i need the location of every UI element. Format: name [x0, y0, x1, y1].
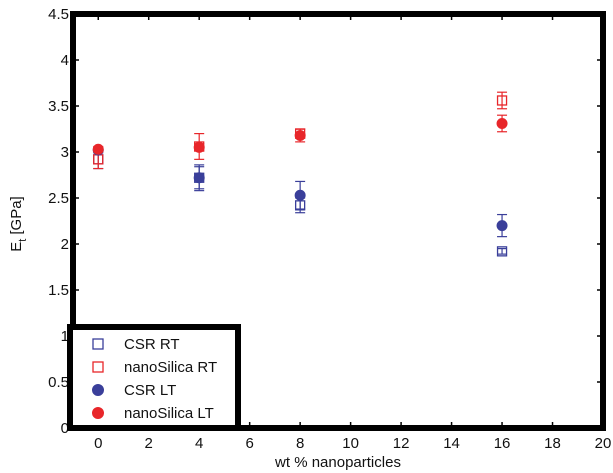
- data-point: [496, 117, 508, 129]
- legend-marker: [92, 338, 104, 350]
- y-tick-label: 4.5: [48, 6, 69, 23]
- x-tick-label: 10: [342, 435, 359, 452]
- y-axis-label-main: E: [8, 242, 25, 252]
- y-tick-label: 0.5: [48, 374, 69, 391]
- x-tick-label: 6: [245, 435, 253, 452]
- y-axis-label-unit: [GPa]: [8, 196, 25, 234]
- data-point: [496, 220, 508, 232]
- y-tick-label: 2.5: [48, 190, 69, 207]
- x-tick-label: 8: [296, 435, 304, 452]
- y-tick-label: 4: [61, 52, 69, 69]
- data-point: [496, 95, 508, 106]
- y-tick-label: 1.5: [48, 282, 69, 299]
- y-tick-label: 2: [61, 236, 69, 253]
- plot-area: [70, 11, 606, 431]
- data-point: [294, 189, 306, 201]
- y-tick-label: 3: [61, 144, 69, 161]
- y-axis-label: Et [GPa]: [8, 196, 29, 251]
- legend-label: nanoSilica RT: [124, 359, 217, 376]
- x-tick-label: 0: [94, 435, 102, 452]
- x-tick-label: 20: [595, 435, 612, 452]
- y-tick-label: 1: [61, 328, 69, 345]
- axis-ticks: 0 2 4 6 8 10 12 14 16 18 20 0 0.5 1 1.5 2 2.5 3 3.5 4 4.5: [48, 6, 611, 452]
- legend-label: CSR LT: [124, 382, 176, 399]
- data-point: [193, 172, 205, 184]
- y-tick-label: 0: [61, 420, 69, 437]
- y-tick-label: 3.5: [48, 98, 69, 115]
- data-series: [92, 91, 508, 257]
- data-point: [92, 143, 104, 155]
- plot-frame: [70, 11, 606, 431]
- x-tick-label: 2: [145, 435, 153, 452]
- legend-label: CSR RT: [124, 336, 180, 353]
- series-csr-lt: [92, 144, 508, 238]
- legend-marker: [92, 361, 104, 373]
- series-nanosilica-lt: [92, 114, 508, 155]
- legend-label: nanoSilica LT: [124, 405, 214, 422]
- y-axis-label-subscript: t: [17, 239, 29, 242]
- data-point: [193, 141, 205, 153]
- x-tick-label: 16: [494, 435, 511, 452]
- x-axis-label: wt % nanoparticles: [274, 454, 401, 471]
- legend-marker: [92, 384, 104, 396]
- data-point: [294, 129, 306, 141]
- x-tick-label: 12: [393, 435, 410, 452]
- legend-marker: [92, 407, 104, 419]
- x-tick-label: 4: [195, 435, 203, 452]
- x-tick-label: 14: [443, 435, 460, 452]
- x-tick-label: 18: [544, 435, 561, 452]
- data-point: [496, 246, 508, 257]
- legend: CSR RT nanoSilica RT CSR LT nanoSilica LT: [67, 324, 241, 431]
